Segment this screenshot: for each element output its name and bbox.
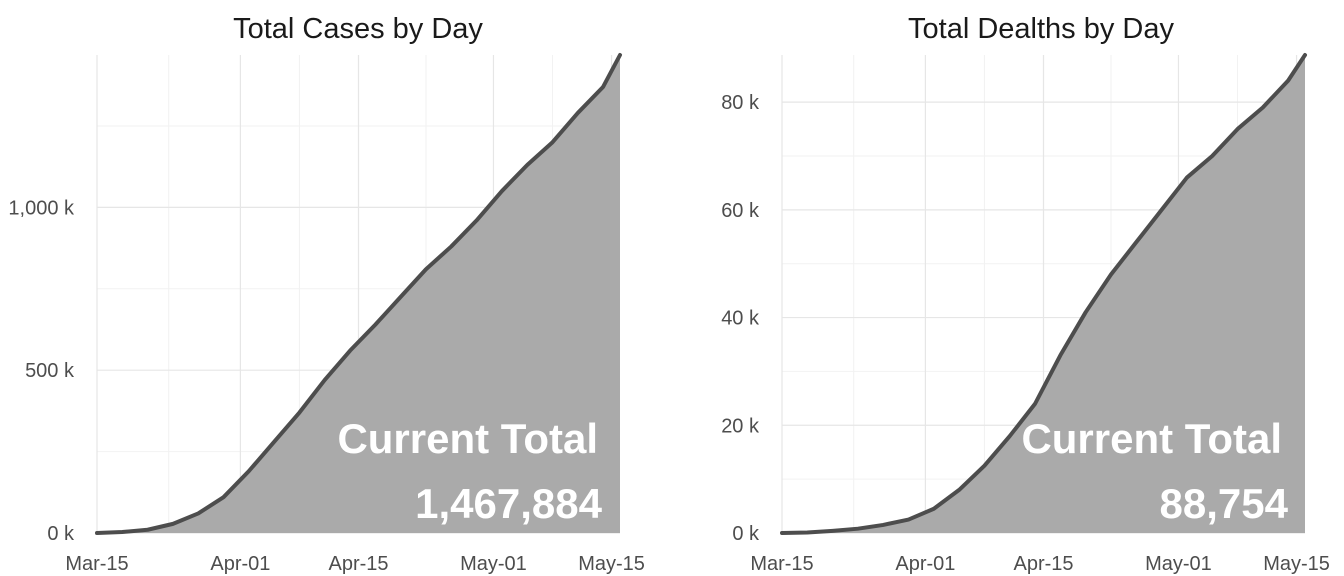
cases-chart-title: Total Cases by Day — [233, 13, 483, 45]
deaths-x-tick-label: May-15 — [1263, 553, 1330, 575]
cases-x-tick-label: Mar-15 — [65, 553, 128, 575]
deaths-y-tick-label: 80 k — [721, 92, 760, 114]
cases-current-total-label: Current Total — [337, 415, 598, 462]
deaths-y-tick-label: 40 k — [721, 308, 760, 330]
deaths-y-tick-label: 0 k — [732, 523, 760, 545]
deaths-y-tick-label: 20 k — [721, 415, 760, 437]
deaths-x-tick-label: Mar-15 — [750, 553, 813, 575]
cases-y-tick-label: 1,000 k — [8, 197, 75, 219]
cases-y-tick-label: 0 k — [47, 523, 75, 545]
deaths-x-tick-label: Apr-01 — [895, 553, 955, 575]
deaths-area — [782, 55, 1305, 533]
cases-line — [95, 53, 622, 535]
cases-x-tick-label: Apr-15 — [328, 553, 388, 575]
deaths-current-total-label: Current Total — [1021, 415, 1282, 462]
deaths-x-tick-label: Apr-15 — [1013, 553, 1073, 575]
cases-y-tick-label: 500 k — [25, 360, 75, 382]
cases-current-total-value: 1,467,884 — [415, 480, 602, 527]
deaths-line — [780, 53, 1307, 535]
cases-area — [97, 55, 620, 533]
cases-x-tick-label: May-01 — [460, 553, 527, 575]
deaths-x-tick-label: May-01 — [1145, 553, 1212, 575]
cases-x-tick-label: Apr-01 — [210, 553, 270, 575]
deaths-y-tick-label: 60 k — [721, 200, 760, 222]
cases-x-tick-label: May-15 — [578, 553, 645, 575]
cases-chart-panel: 0 k 500 k 1,000 k Mar-15 Apr-01 Apr-15 May-01 M… — [8, 13, 645, 575]
deaths-current-total-value: 88,754 — [1160, 480, 1289, 527]
deaths-chart-title: Total Dealths by Day — [908, 13, 1174, 45]
deaths-chart-panel: 0 k 20 k 40 k 60 k 80 k Mar-15 Apr-01 Apr-15 May… — [721, 13, 1330, 575]
